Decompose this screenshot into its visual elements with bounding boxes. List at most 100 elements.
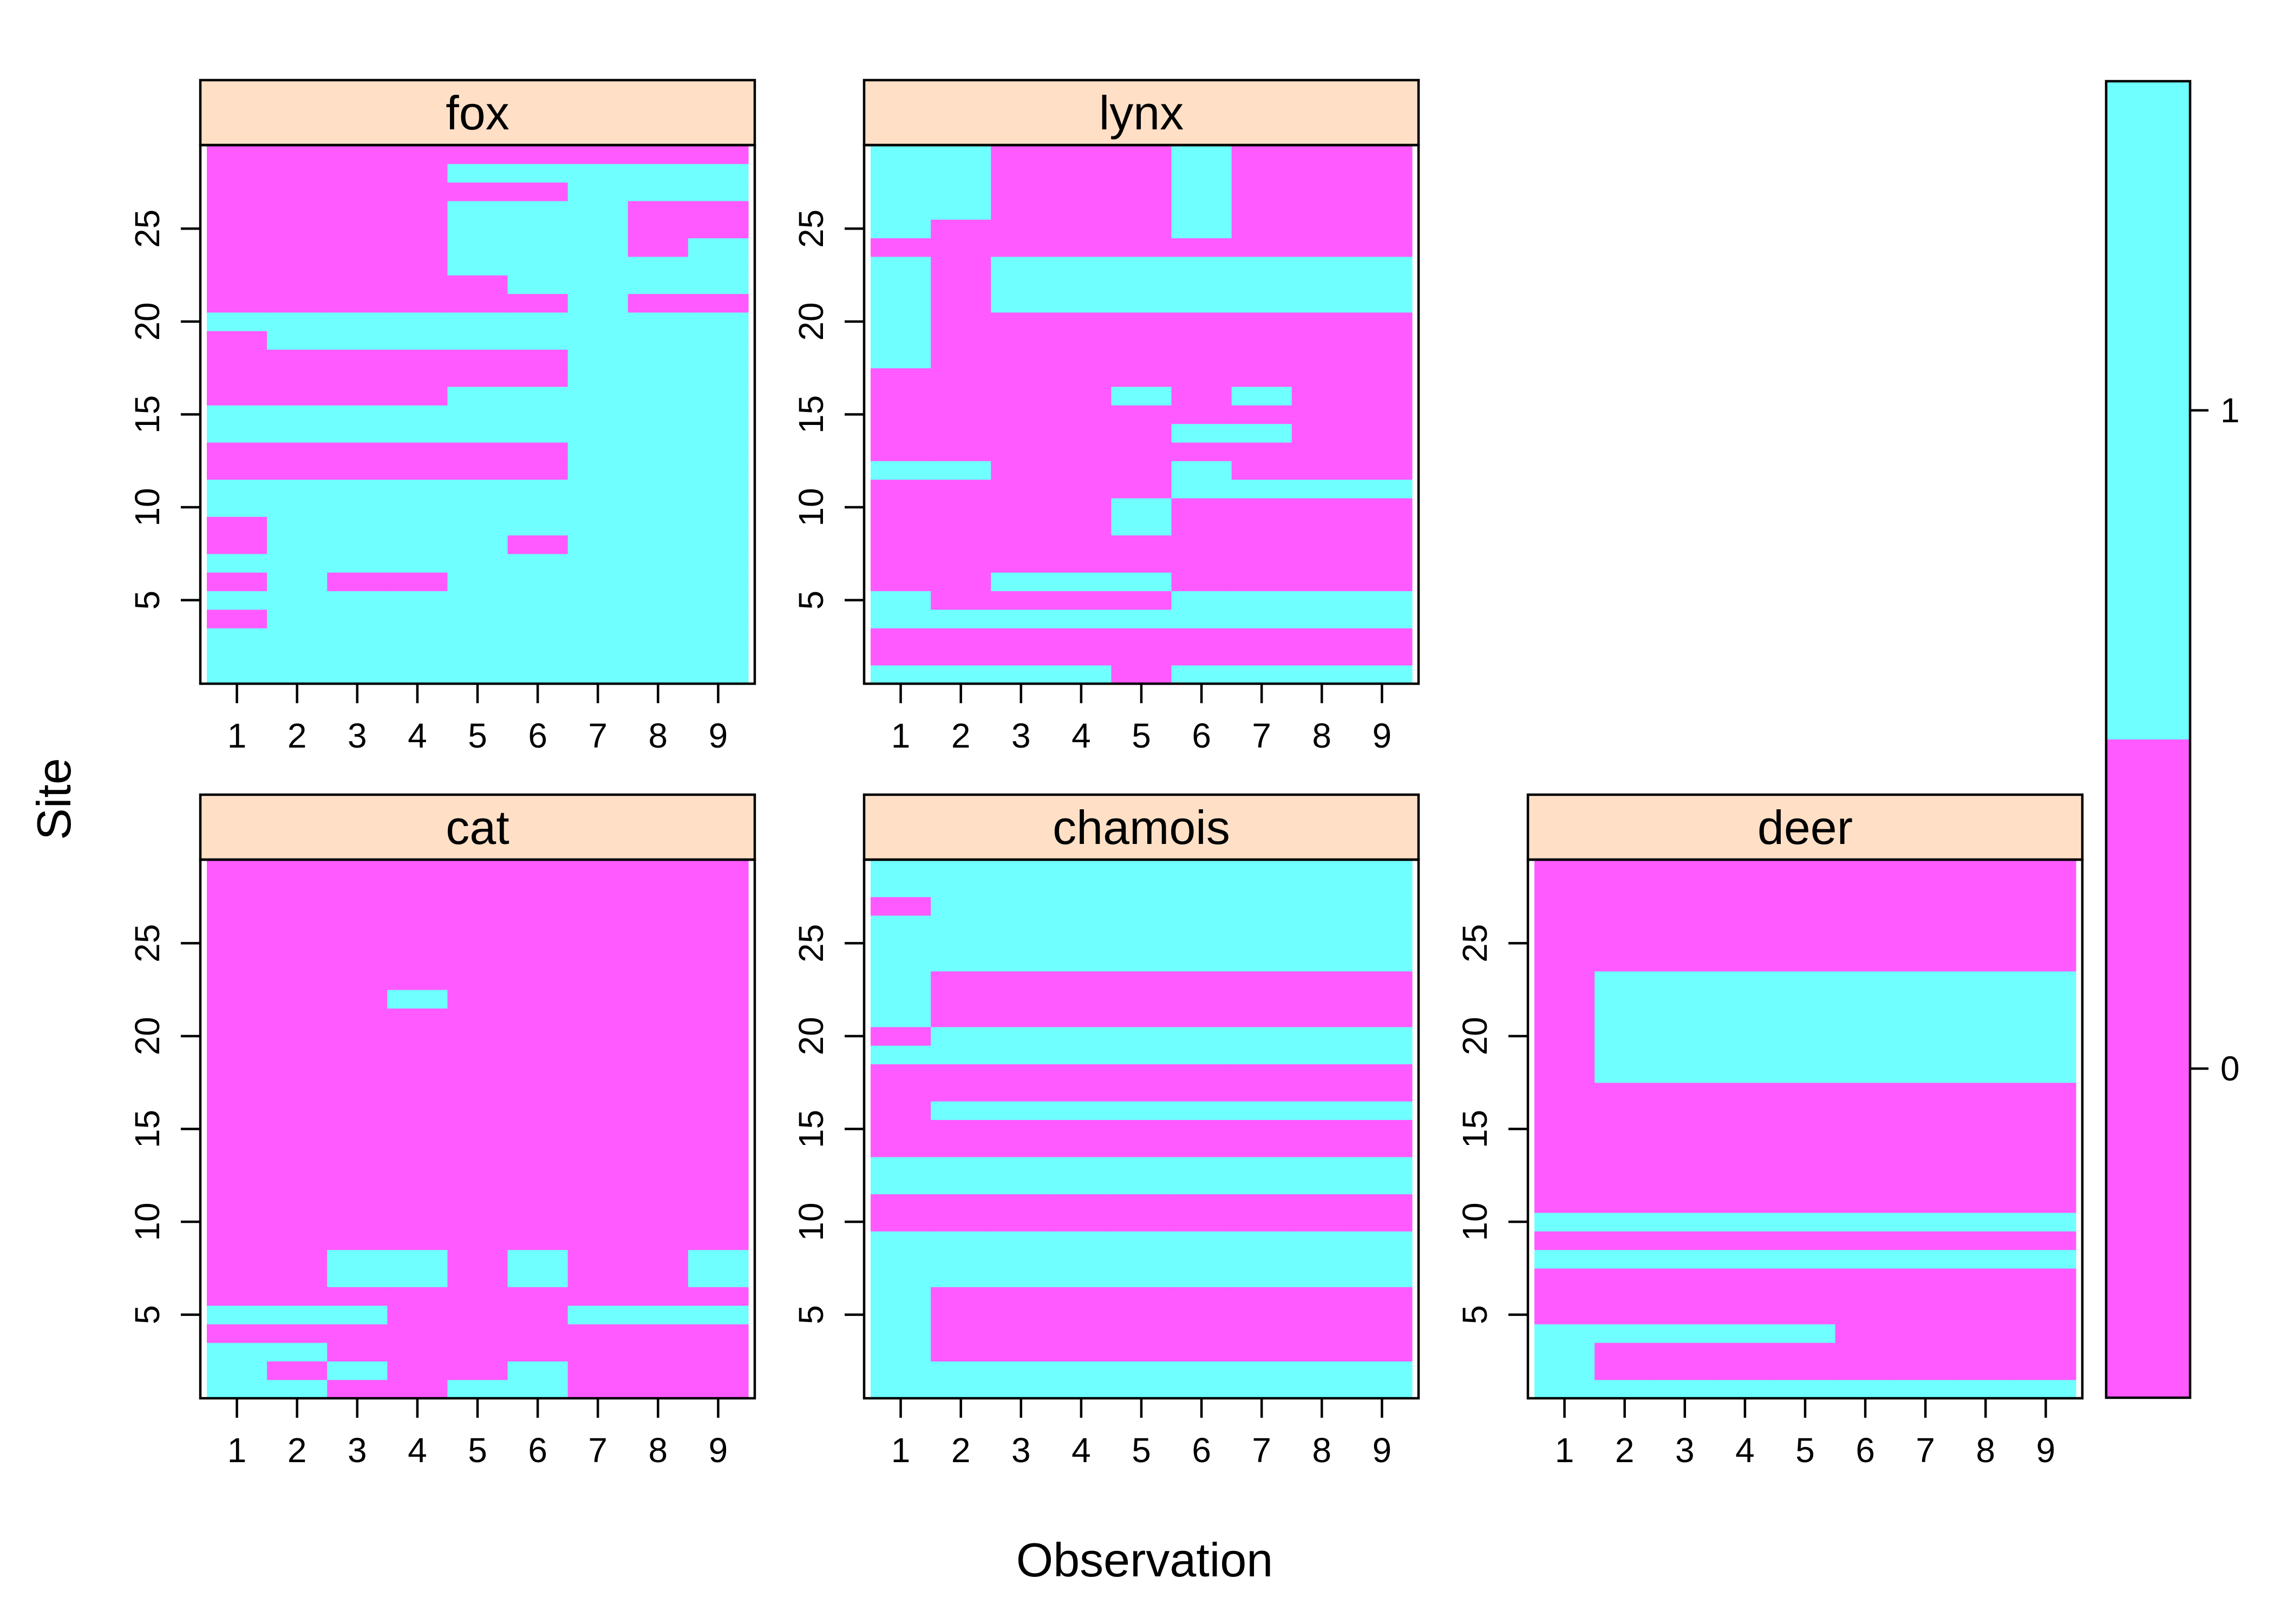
cell-lynx-site22-obs7 [1231, 275, 1292, 294]
cell-deer-site13-obs1 [1534, 1156, 1595, 1176]
cell-cat-site27-obs1 [207, 896, 267, 916]
cell-fox-site20-obs2 [267, 312, 328, 331]
cell-chamois-site18-obs4 [1051, 1064, 1112, 1083]
cell-deer-site1-obs7 [1895, 1379, 1956, 1399]
cell-cat-site29-obs7 [567, 860, 629, 879]
cell-cat-site18-obs5 [447, 1064, 508, 1083]
cell-fox-site5-obs4 [387, 591, 448, 610]
cell-fox-site10-obs4 [387, 497, 448, 517]
cell-deer-site28-obs4 [1715, 878, 1776, 898]
cell-deer-site11-obs1 [1534, 1194, 1595, 1213]
cell-deer-site1-obs1 [1534, 1379, 1595, 1399]
cell-cat-site12-obs7 [567, 1175, 629, 1195]
cell-chamois-site29-obs8 [1291, 860, 1352, 879]
cell-chamois-site27-obs3 [991, 896, 1051, 916]
cell-deer-site2-obs3 [1655, 1361, 1715, 1380]
cell-lynx-site9-obs9 [1351, 516, 1413, 536]
cell-chamois-site20-obs6 [1171, 1026, 1232, 1046]
cell-cat-site3-obs9 [688, 1343, 749, 1361]
cell-cat-site19-obs8 [628, 1045, 689, 1065]
cell-cat-site29-obs2 [267, 860, 328, 879]
cell-deer-site24-obs1 [1534, 952, 1595, 972]
cell-deer-site10-obs7 [1895, 1212, 1956, 1232]
cell-cat-site20-obs6 [507, 1026, 568, 1046]
cell-deer-site1-obs8 [1955, 1379, 2016, 1399]
cell-lynx-site27-obs2 [931, 182, 991, 201]
cell-fox-site2-obs8 [628, 646, 689, 666]
cell-chamois-site8-obs3 [991, 1249, 1051, 1269]
cell-cat-site26-obs3 [327, 915, 388, 934]
cell-fox-site16-obs7 [567, 387, 629, 405]
panel-fox: fox 1 2 3 4 5 6 7 8 9 5 10 15 20 25 [128, 78, 756, 755]
cell-fox-site16-obs4 [387, 387, 448, 405]
cell-fox-site27-obs5 [447, 182, 508, 201]
cell-deer-site26-obs3 [1655, 915, 1715, 934]
cell-cat-site25-obs6 [507, 934, 568, 953]
cell-fox-site16-obs3 [327, 387, 388, 405]
cell-chamois-site26-obs4 [1051, 915, 1112, 934]
cell-chamois-site22-obs9 [1351, 990, 1413, 1009]
cell-cat-site21-obs4 [387, 1008, 448, 1027]
cell-cat-site23-obs1 [207, 971, 267, 990]
cell-cat-site10-obs4 [387, 1212, 448, 1232]
cell-cat-site28-obs2 [267, 878, 328, 898]
cell-chamois-site1-obs7 [1231, 1379, 1292, 1399]
cell-fox-site25-obs5 [447, 219, 508, 239]
cell-deer-site19-obs3 [1655, 1045, 1715, 1065]
cell-deer-site19-obs7 [1895, 1045, 1956, 1065]
cell-chamois-site9-obs9 [1351, 1231, 1413, 1250]
cell-lynx-site5-obs7 [1231, 591, 1292, 610]
cell-chamois-site10-obs3 [991, 1212, 1051, 1232]
cell-lynx-site11-obs7 [1231, 479, 1292, 499]
cell-fox-site14-obs9 [688, 423, 749, 443]
cell-cat-site11-obs6 [507, 1194, 568, 1213]
cell-fox-site22-obs4 [387, 275, 448, 294]
cell-fox-site22-obs3 [327, 275, 388, 294]
cell-deer-site27-obs9 [2015, 896, 2076, 916]
cell-fox-site20-obs6 [507, 312, 568, 331]
cell-deer-site1-obs5 [1775, 1379, 1836, 1399]
cell-fox-site19-obs6 [507, 331, 568, 350]
cell-fox-site16-obs5 [447, 387, 508, 405]
cell-fox-site9-obs4 [387, 516, 448, 536]
cell-chamois-site7-obs2 [931, 1268, 991, 1287]
cell-chamois-site13-obs2 [931, 1156, 991, 1176]
cell-deer-site5-obs1 [1534, 1305, 1595, 1325]
cell-fox-site14-obs2 [267, 423, 328, 443]
cell-cat-site11-obs2 [267, 1194, 328, 1213]
cell-fox-site25-obs1 [207, 219, 267, 239]
cell-fox-site28-obs6 [507, 163, 568, 183]
cell-deer-site11-obs6 [1835, 1194, 1896, 1213]
cell-chamois-site22-obs7 [1231, 990, 1292, 1009]
cell-lynx-site26-obs8 [1291, 200, 1352, 220]
strip-deer [1526, 793, 2084, 861]
cell-cat-site8-obs2 [267, 1249, 328, 1269]
cell-cat-site2-obs3 [327, 1361, 388, 1380]
cell-cat-site15-obs5 [447, 1119, 508, 1139]
cell-deer-site19-obs2 [1595, 1045, 1655, 1065]
cell-deer-site25-obs5 [1775, 934, 1836, 953]
cell-chamois-site20-obs3 [991, 1026, 1051, 1046]
cell-chamois-site15-obs2 [931, 1119, 991, 1139]
cell-deer-site26-obs5 [1775, 915, 1836, 934]
cell-fox-site13-obs9 [688, 442, 749, 461]
cell-chamois-site28-obs9 [1351, 878, 1413, 898]
cell-fox-site26-obs3 [327, 200, 388, 220]
cell-lynx-site3-obs7 [1231, 628, 1292, 647]
cell-fox-site18-obs6 [507, 349, 568, 369]
cell-lynx-site18-obs4 [1051, 349, 1112, 369]
cell-cat-site29-obs8 [628, 860, 689, 879]
y-tick-label-deer-25: 25 [1455, 924, 1494, 962]
cell-fox-site24-obs2 [267, 238, 328, 257]
cell-deer-site18-obs9 [2015, 1064, 2076, 1083]
cell-deer-site28-obs5 [1775, 878, 1836, 898]
cell-chamois-site12-obs1 [871, 1175, 931, 1195]
strip-fox [199, 78, 756, 147]
cell-chamois-site22-obs5 [1111, 990, 1172, 1009]
cell-deer-site7-obs8 [1955, 1268, 2016, 1287]
cell-deer-site8-obs9 [2015, 1249, 2076, 1269]
cell-fox-site13-obs8 [628, 442, 689, 461]
cell-deer-site16-obs7 [1895, 1101, 1956, 1120]
cell-deer-site28-obs3 [1655, 878, 1715, 898]
cell-chamois-site20-obs7 [1231, 1026, 1292, 1046]
